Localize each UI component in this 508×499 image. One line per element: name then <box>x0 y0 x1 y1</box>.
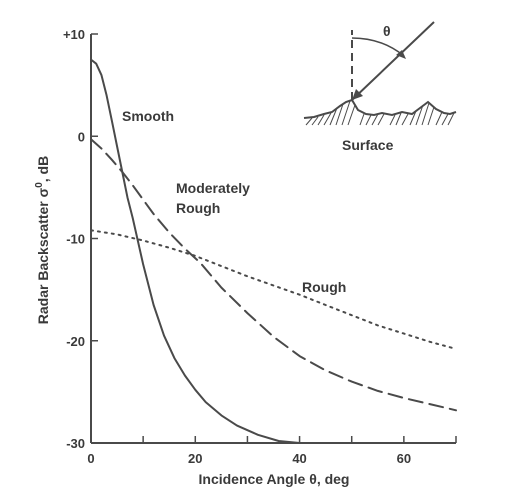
y-axis-label-unit: , dB <box>35 156 51 182</box>
y-tick-label: -30 <box>66 436 85 451</box>
angle-arc-arrowhead <box>396 50 406 59</box>
y-tick-label: 0 <box>78 129 85 144</box>
series-layer <box>90 58 457 444</box>
annotation-moderately-rough-line1: Moderately <box>176 180 250 196</box>
y-tick-label: -20 <box>66 334 85 349</box>
series-smooth-line <box>90 58 301 444</box>
x-axis-label-unit: , deg <box>317 471 350 487</box>
angle-arc <box>351 37 405 57</box>
x-axis-label-theta: θ <box>309 471 317 487</box>
y-axis-label-superscript: 0 <box>34 182 45 188</box>
series-moderately-rough-line <box>90 138 457 412</box>
y-tick-label: +10 <box>63 27 85 42</box>
series-rough-line <box>90 229 457 350</box>
y-axis-label-text: Radar Backscatter <box>35 197 51 324</box>
annotation-moderately-rough-line2: Rough <box>176 200 220 216</box>
incident-ray-line <box>351 21 435 101</box>
inset-diagram: θ Surface <box>303 21 457 153</box>
x-tick-label: 40 <box>292 451 306 466</box>
x-tick-label: 20 <box>188 451 202 466</box>
surface-hatching <box>305 100 455 126</box>
y-axis-label-sigma: σ <box>35 187 51 197</box>
y-axis-label: Radar Backscatter σ0, dB <box>34 156 51 324</box>
annotation-rough: Rough <box>302 279 346 295</box>
x-axis-label: Incidence Angle θ, deg <box>199 471 350 487</box>
y-tick-label: -10 <box>66 232 85 247</box>
x-tick-label: 60 <box>397 451 411 466</box>
axes: +100-10-20-300 20 40 60 <box>63 27 457 466</box>
incident-ray-arrowhead <box>352 89 363 100</box>
annotation-smooth: Smooth <box>122 108 174 124</box>
x-axis-label-text: Incidence Angle <box>199 471 310 487</box>
x-tick-label: 0 <box>87 451 94 466</box>
surface-label: Surface <box>342 137 394 153</box>
inset-angle-symbol: θ <box>383 23 391 39</box>
